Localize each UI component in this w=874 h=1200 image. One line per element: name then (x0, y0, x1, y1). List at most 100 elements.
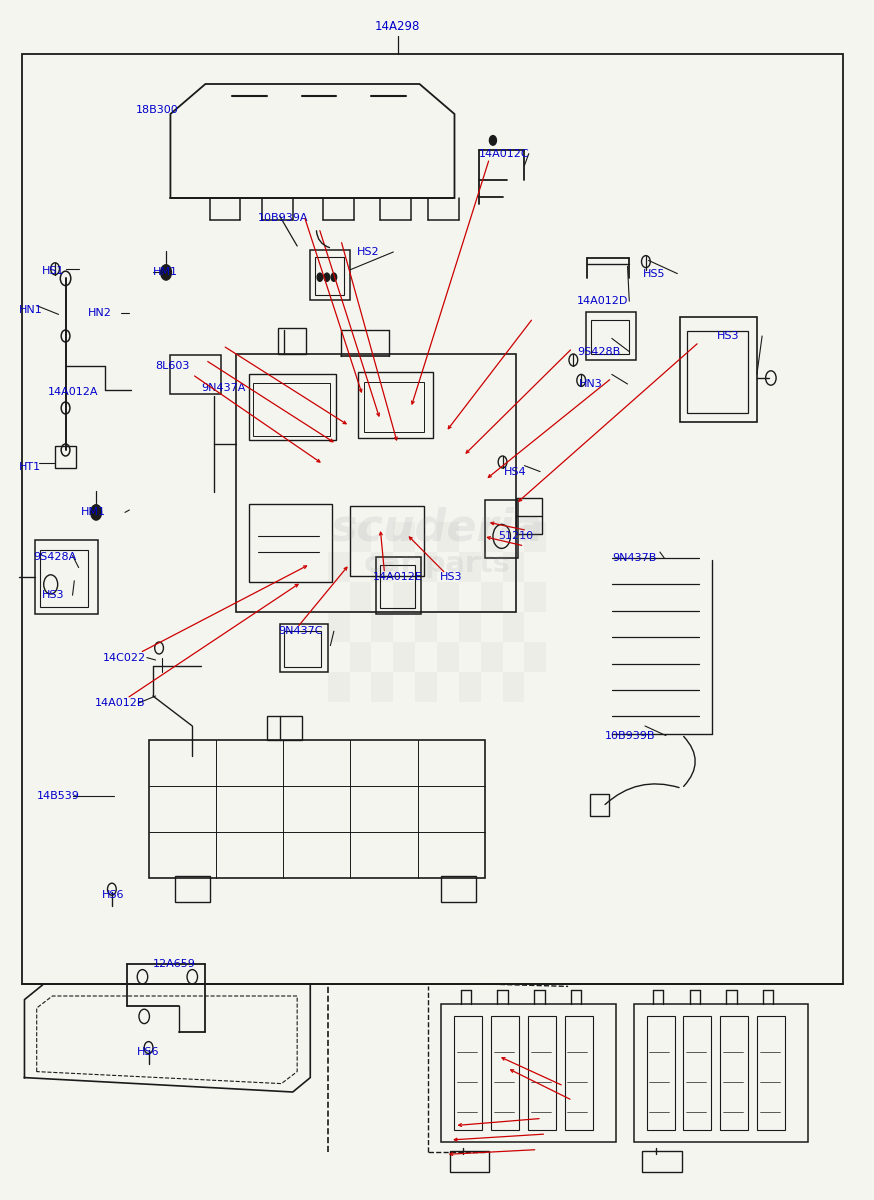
Bar (315, 257, 344, 295)
Bar (757, 1016, 785, 1130)
Text: HS4: HS4 (503, 467, 526, 476)
Bar (503, 612, 524, 642)
Text: HS3: HS3 (440, 572, 462, 582)
Bar (22, 54, 843, 984)
Bar (170, 355, 221, 394)
Circle shape (90, 504, 102, 521)
Bar (350, 582, 371, 612)
Bar (680, 317, 757, 422)
Bar (450, 1151, 489, 1172)
Bar (647, 1016, 675, 1130)
Text: 14B539: 14B539 (37, 791, 80, 800)
Bar (459, 612, 481, 642)
Bar (236, 354, 516, 612)
Bar (393, 582, 415, 612)
Text: 14A012B: 14A012B (94, 698, 145, 708)
Bar (280, 624, 328, 672)
Bar (528, 1016, 556, 1130)
Bar (328, 612, 350, 642)
Bar (350, 522, 371, 552)
Text: 9S428B: 9S428B (577, 347, 620, 356)
Text: 9N437A: 9N437A (201, 383, 246, 392)
Text: car parts: car parts (364, 550, 510, 578)
Circle shape (489, 136, 496, 145)
Bar (524, 522, 546, 552)
Bar (371, 672, 393, 702)
Text: HN1: HN1 (19, 305, 43, 314)
Bar (586, 312, 636, 360)
Bar (40, 550, 88, 607)
Bar (524, 642, 546, 672)
Bar (415, 672, 437, 702)
Bar (683, 1016, 711, 1130)
Text: HS2: HS2 (357, 247, 379, 257)
Bar (310, 250, 350, 300)
Text: HN2: HN2 (87, 308, 111, 318)
Bar (481, 522, 503, 552)
Text: HT1: HT1 (19, 462, 41, 472)
Bar (687, 331, 748, 413)
Bar (328, 552, 350, 582)
Text: 18B300: 18B300 (135, 106, 178, 115)
Text: scuderia: scuderia (330, 506, 544, 550)
Bar (437, 642, 459, 672)
Text: 51210: 51210 (498, 532, 533, 541)
Bar (441, 876, 476, 902)
Bar (364, 382, 424, 432)
Text: 10B939A: 10B939A (258, 214, 309, 223)
Bar (437, 522, 459, 552)
Text: HS5: HS5 (642, 269, 665, 278)
Text: 12A659: 12A659 (153, 959, 196, 968)
Bar (590, 794, 609, 816)
Bar (503, 672, 524, 702)
Text: 9N437C: 9N437C (278, 626, 323, 636)
Bar (175, 876, 210, 902)
Bar (249, 504, 332, 582)
Bar (642, 1151, 682, 1172)
Bar (516, 498, 542, 534)
Circle shape (323, 272, 330, 282)
Bar (253, 383, 330, 436)
Bar (437, 582, 459, 612)
Bar (454, 1016, 482, 1130)
Text: HS3: HS3 (42, 590, 65, 600)
Text: HS6: HS6 (137, 1048, 160, 1057)
Bar (55, 446, 76, 468)
Bar (441, 1004, 616, 1142)
Bar (328, 672, 350, 702)
Bar (284, 631, 321, 667)
Bar (376, 557, 421, 614)
Bar (634, 1004, 808, 1142)
Bar (415, 552, 437, 582)
Bar (350, 506, 424, 576)
Text: 9N437B: 9N437B (612, 553, 656, 563)
Bar (371, 552, 393, 582)
Bar (481, 582, 503, 612)
Text: 14A012C: 14A012C (479, 149, 530, 158)
Circle shape (330, 272, 337, 282)
Text: HS3: HS3 (717, 331, 739, 341)
Bar (485, 500, 518, 558)
Bar (591, 320, 629, 354)
Text: HS6: HS6 (102, 890, 125, 900)
Bar (267, 716, 302, 740)
Text: 10B939B: 10B939B (605, 731, 656, 740)
Text: 14A012E: 14A012E (373, 572, 423, 582)
Text: HN3: HN3 (579, 379, 602, 389)
Text: 14C022: 14C022 (103, 653, 146, 662)
Bar (393, 522, 415, 552)
Text: HS1: HS1 (42, 266, 65, 276)
Text: 14A012D: 14A012D (577, 296, 628, 306)
Bar (459, 672, 481, 702)
Bar (720, 1016, 748, 1130)
Text: 8L603: 8L603 (156, 361, 190, 371)
Text: HM1: HM1 (153, 268, 178, 277)
Bar (371, 612, 393, 642)
Bar (524, 582, 546, 612)
Bar (350, 642, 371, 672)
Bar (35, 540, 98, 614)
Text: 9S428A: 9S428A (33, 552, 76, 562)
Bar (358, 372, 433, 438)
Bar (249, 374, 336, 440)
Text: HM1: HM1 (81, 508, 107, 517)
